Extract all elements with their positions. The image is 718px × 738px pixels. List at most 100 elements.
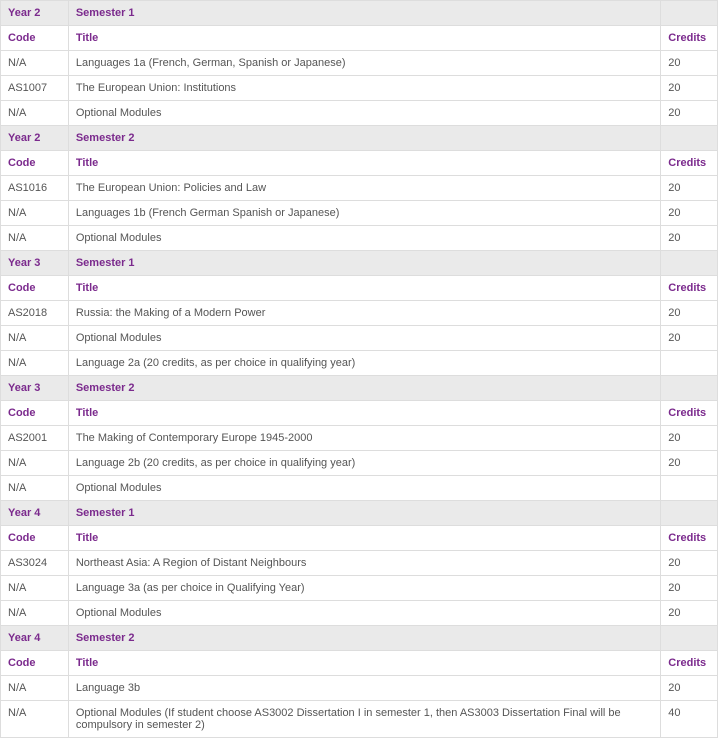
- credits-cell: 20: [661, 601, 718, 626]
- credits-cell: 20: [661, 576, 718, 601]
- title-cell: Language 3b: [68, 676, 660, 701]
- credits-cell: 40: [661, 701, 718, 738]
- column-header-row: CodeTitleCredits: [1, 276, 718, 301]
- table-row: AS2018Russia: the Making of a Modern Pow…: [1, 301, 718, 326]
- column-header-credits: Credits: [661, 401, 718, 426]
- title-cell: Optional Modules: [68, 101, 660, 126]
- title-cell: Northeast Asia: A Region of Distant Neig…: [68, 551, 660, 576]
- semester-cell: Semester 2: [68, 376, 660, 401]
- title-cell: Language 2a (20 credits, as per choice i…: [68, 351, 660, 376]
- credits-cell: [661, 351, 718, 376]
- column-header-credits: Credits: [661, 151, 718, 176]
- column-header-code: Code: [1, 651, 69, 676]
- code-cell: AS2001: [1, 426, 69, 451]
- table-row: AS1016The European Union: Policies and L…: [1, 176, 718, 201]
- year-cell: Year 3: [1, 376, 69, 401]
- table-row: N/AOptional Modules20: [1, 326, 718, 351]
- column-header-credits: Credits: [661, 26, 718, 51]
- credits-cell: 20: [661, 551, 718, 576]
- table-row: N/ALanguage 2a (20 credits, as per choic…: [1, 351, 718, 376]
- code-cell: AS3024: [1, 551, 69, 576]
- year-cell: Year 2: [1, 126, 69, 151]
- credits-cell: 20: [661, 426, 718, 451]
- table-row: N/AOptional Modules: [1, 476, 718, 501]
- code-cell: N/A: [1, 101, 69, 126]
- code-cell: N/A: [1, 201, 69, 226]
- column-header-code: Code: [1, 276, 69, 301]
- column-header-title: Title: [68, 651, 660, 676]
- code-cell: N/A: [1, 601, 69, 626]
- year-cell: Year 3: [1, 251, 69, 276]
- column-header-row: CodeTitleCredits: [1, 651, 718, 676]
- section-spacer-cell: [661, 1, 718, 26]
- table-row: N/ALanguages 1a (French, German, Spanish…: [1, 51, 718, 76]
- column-header-credits: Credits: [661, 276, 718, 301]
- year-cell: Year 4: [1, 626, 69, 651]
- column-header-code: Code: [1, 401, 69, 426]
- semester-cell: Semester 2: [68, 626, 660, 651]
- table-row: AS3024Northeast Asia: A Region of Distan…: [1, 551, 718, 576]
- credits-cell: 20: [661, 301, 718, 326]
- table-row: N/AOptional Modules20: [1, 226, 718, 251]
- code-cell: N/A: [1, 226, 69, 251]
- column-header-row: CodeTitleCredits: [1, 526, 718, 551]
- title-cell: Optional Modules: [68, 601, 660, 626]
- section-row: Year 3Semester 2: [1, 376, 718, 401]
- credits-cell: 20: [661, 226, 718, 251]
- year-cell: Year 4: [1, 501, 69, 526]
- table-row: AS2001The Making of Contemporary Europe …: [1, 426, 718, 451]
- credits-cell: 20: [661, 51, 718, 76]
- table-row: N/ALanguage 3a (as per choice in Qualify…: [1, 576, 718, 601]
- credits-cell: 20: [661, 101, 718, 126]
- credits-cell: 20: [661, 201, 718, 226]
- column-header-credits: Credits: [661, 651, 718, 676]
- section-spacer-cell: [661, 126, 718, 151]
- table-row: AS1007The European Union: Institutions20: [1, 76, 718, 101]
- section-spacer-cell: [661, 251, 718, 276]
- section-row: Year 2Semester 2: [1, 126, 718, 151]
- title-cell: Optional Modules (If student choose AS30…: [68, 701, 660, 738]
- column-header-title: Title: [68, 151, 660, 176]
- code-cell: N/A: [1, 701, 69, 738]
- column-header-row: CodeTitleCredits: [1, 26, 718, 51]
- title-cell: The Making of Contemporary Europe 1945-2…: [68, 426, 660, 451]
- credits-cell: 20: [661, 176, 718, 201]
- semester-cell: Semester 1: [68, 251, 660, 276]
- section-spacer-cell: [661, 626, 718, 651]
- code-cell: AS1016: [1, 176, 69, 201]
- code-cell: AS2018: [1, 301, 69, 326]
- code-cell: N/A: [1, 351, 69, 376]
- title-cell: Language 2b (20 credits, as per choice i…: [68, 451, 660, 476]
- column-header-code: Code: [1, 26, 69, 51]
- column-header-title: Title: [68, 276, 660, 301]
- title-cell: The European Union: Policies and Law: [68, 176, 660, 201]
- column-header-code: Code: [1, 151, 69, 176]
- credits-cell: 20: [661, 451, 718, 476]
- code-cell: N/A: [1, 476, 69, 501]
- title-cell: Optional Modules: [68, 226, 660, 251]
- code-cell: N/A: [1, 451, 69, 476]
- column-header-title: Title: [68, 526, 660, 551]
- semester-cell: Semester 1: [68, 501, 660, 526]
- credits-cell: [661, 476, 718, 501]
- column-header-title: Title: [68, 26, 660, 51]
- title-cell: Optional Modules: [68, 326, 660, 351]
- title-cell: The European Union: Institutions: [68, 76, 660, 101]
- code-cell: N/A: [1, 576, 69, 601]
- semester-cell: Semester 1: [68, 1, 660, 26]
- column-header-credits: Credits: [661, 526, 718, 551]
- code-cell: N/A: [1, 51, 69, 76]
- credits-cell: 20: [661, 676, 718, 701]
- column-header-title: Title: [68, 401, 660, 426]
- table-row: N/AOptional Modules20: [1, 101, 718, 126]
- section-spacer-cell: [661, 501, 718, 526]
- section-row: Year 4Semester 2: [1, 626, 718, 651]
- credits-cell: 20: [661, 76, 718, 101]
- title-cell: Language 3a (as per choice in Qualifying…: [68, 576, 660, 601]
- section-spacer-cell: [661, 376, 718, 401]
- section-row: Year 3Semester 1: [1, 251, 718, 276]
- table-row: N/AOptional Modules20: [1, 601, 718, 626]
- title-cell: Languages 1a (French, German, Spanish or…: [68, 51, 660, 76]
- title-cell: Languages 1b (French German Spanish or J…: [68, 201, 660, 226]
- table-row: N/ALanguage 3b20: [1, 676, 718, 701]
